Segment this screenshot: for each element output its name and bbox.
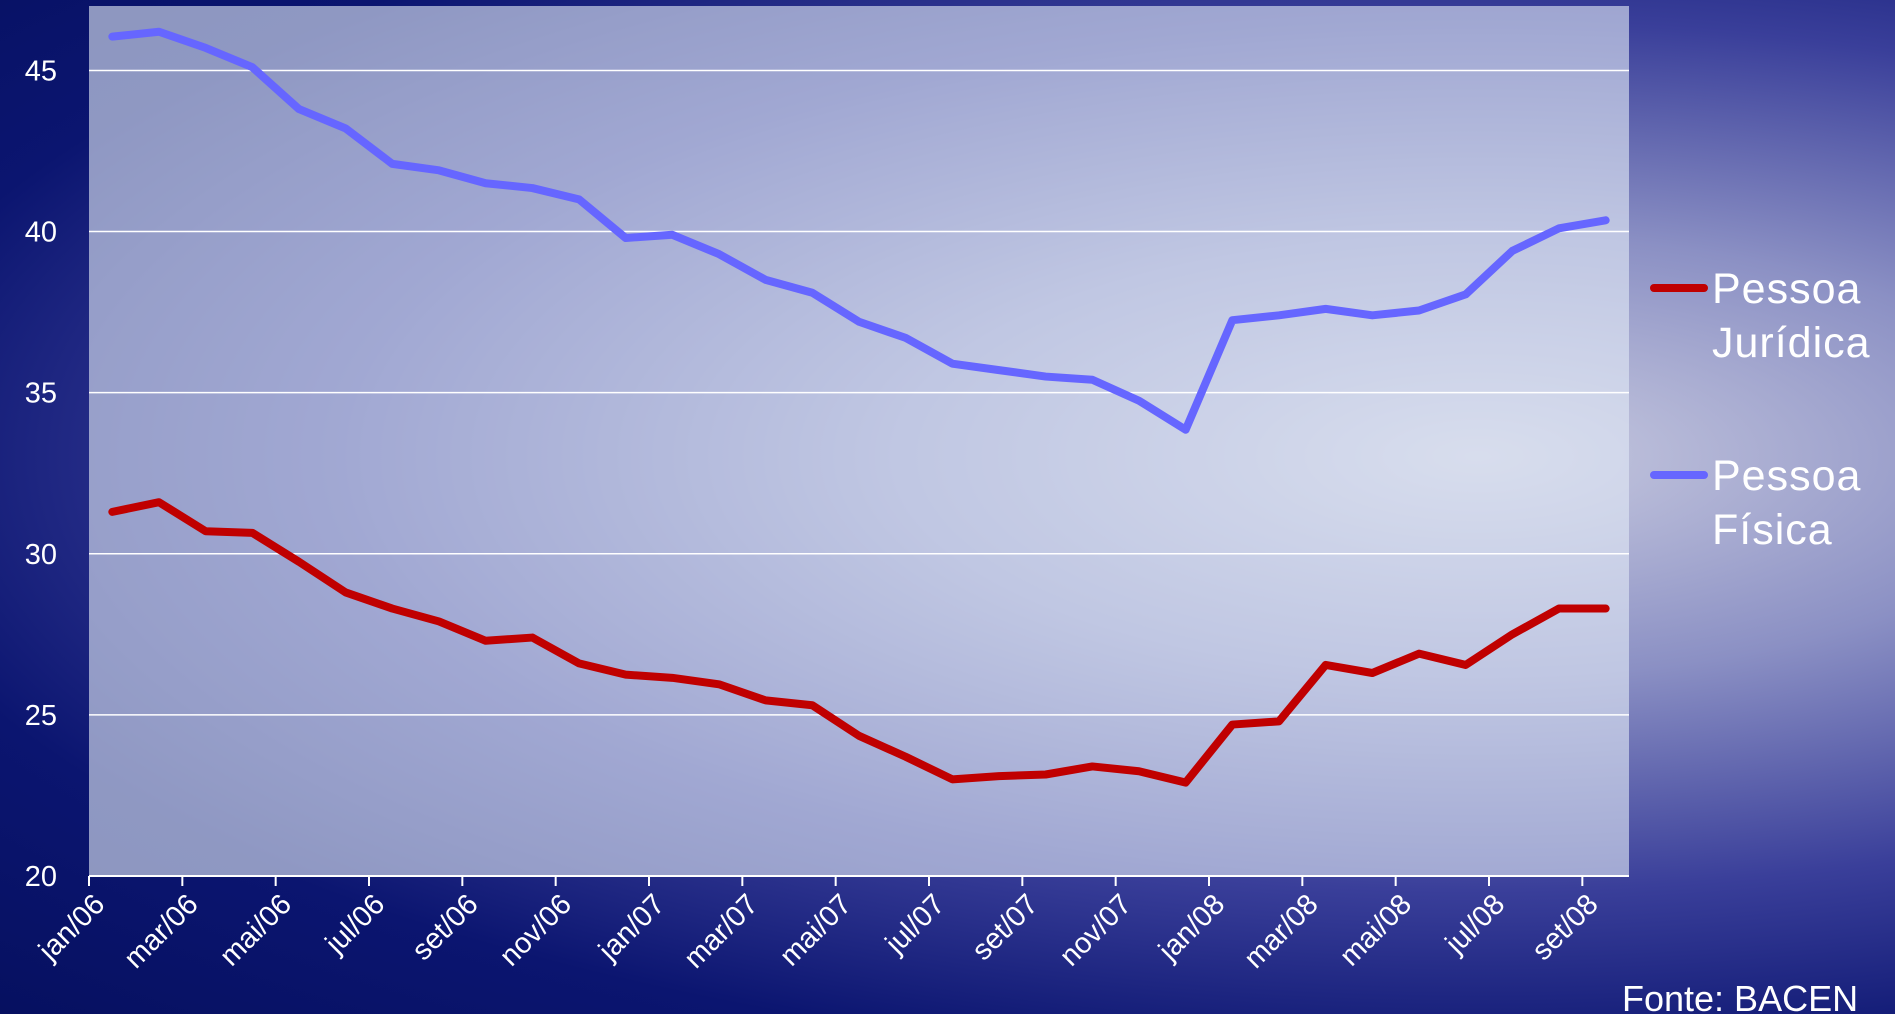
y-tick-label: 30 [25, 539, 57, 571]
y-tick-label: 20 [25, 861, 57, 893]
y-tick-label: 45 [25, 55, 57, 87]
legend-item: Pessoa Física [1650, 449, 1895, 557]
source-note: Fonte: BACEN [1622, 978, 1858, 1014]
x-tick-label: mar/08 [1238, 888, 1324, 974]
y-tick-label: 40 [25, 217, 57, 249]
slide: 202530354045jan/06mar/06mai/06jul/06set/… [0, 0, 1895, 1014]
x-tick-label: jan/06 [32, 888, 111, 967]
legend-swatch [1650, 284, 1708, 292]
legend-item: Pessoa Jurídica [1650, 262, 1895, 370]
x-tick-label: set/07 [966, 888, 1044, 966]
x-tick-label: set/08 [1526, 888, 1604, 966]
x-tick-label: jul/06 [319, 888, 391, 960]
y-tick-label: 35 [25, 378, 57, 410]
x-tick-label: mar/07 [678, 888, 764, 974]
x-tick-label: jan/08 [1152, 888, 1231, 967]
x-tick-label: nov/07 [1054, 888, 1138, 972]
legend-label: Pessoa Jurídica [1712, 262, 1895, 370]
legend-swatch [1650, 471, 1708, 479]
legend-label: Pessoa Física [1712, 449, 1895, 557]
x-tick-label: jul/08 [1439, 888, 1511, 960]
x-tick-label: mai/06 [214, 888, 298, 972]
y-tick-label: 25 [25, 700, 57, 732]
x-tick-label: mai/07 [774, 888, 858, 972]
x-tick-label: jul/07 [879, 888, 951, 960]
chart: 202530354045jan/06mar/06mai/06jul/06set/… [0, 0, 1895, 1014]
x-tick-label: nov/06 [494, 888, 578, 972]
x-tick-label: set/06 [406, 888, 484, 966]
plot-area [89, 6, 1629, 876]
x-tick-label: mar/06 [118, 888, 204, 974]
x-tick-label: mai/08 [1334, 888, 1418, 972]
x-tick-label: jan/07 [592, 888, 671, 967]
